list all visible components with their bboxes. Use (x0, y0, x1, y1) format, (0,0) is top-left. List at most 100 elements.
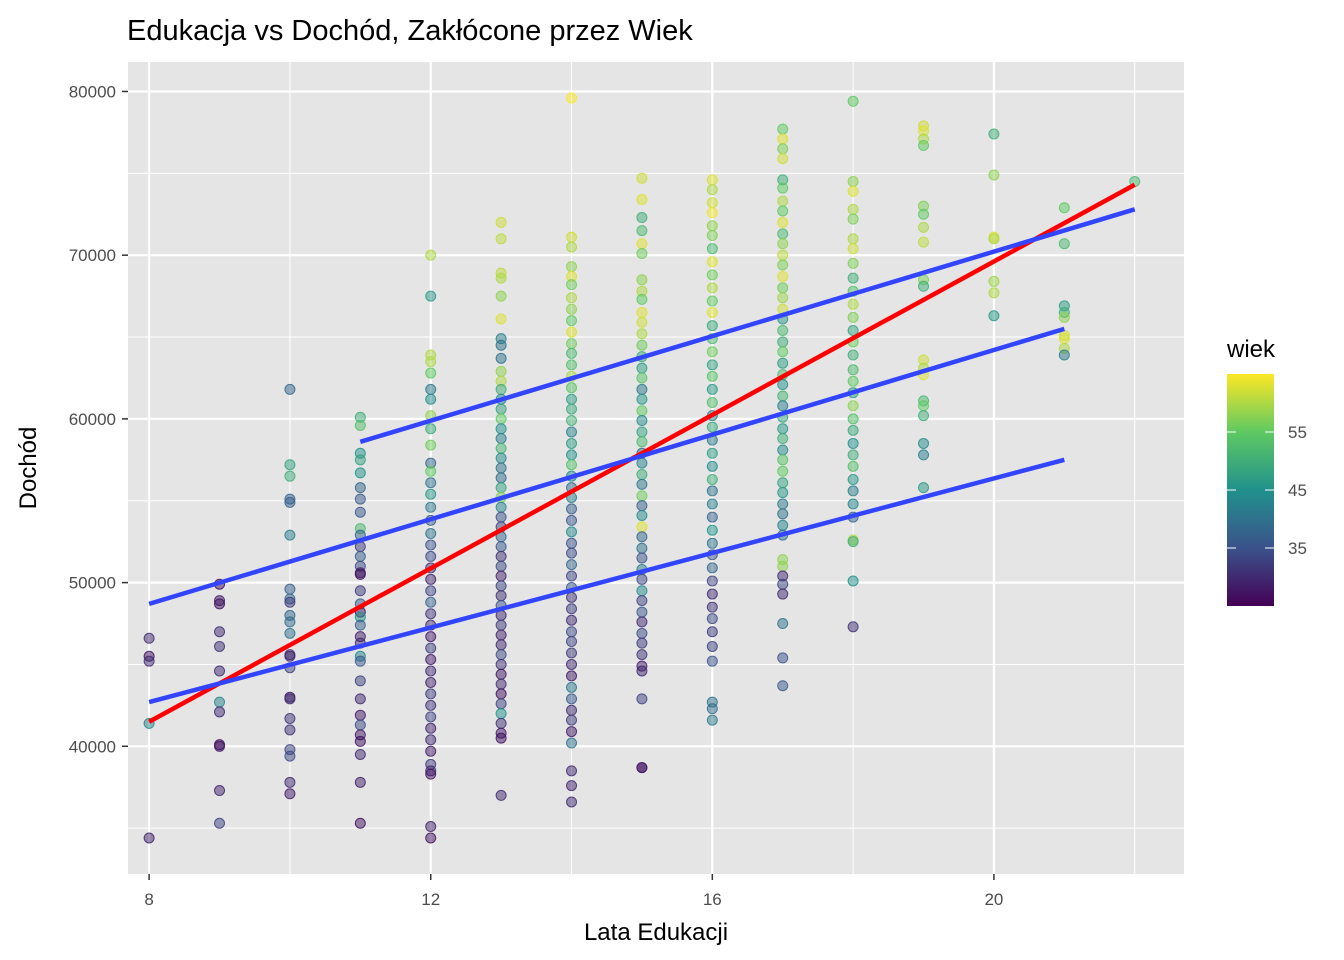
data-point (1058, 311, 1070, 323)
data-point (777, 153, 789, 165)
data-point (706, 524, 718, 536)
data-point (214, 785, 226, 797)
data-point (777, 259, 789, 271)
data-point (425, 383, 437, 395)
data-point (495, 501, 507, 513)
data-point (495, 698, 507, 710)
data-point (636, 362, 648, 374)
data-point (777, 618, 789, 630)
data-point (706, 397, 718, 409)
overall-trend-line (148, 182, 1136, 724)
data-point (495, 658, 507, 670)
data-point (706, 370, 718, 382)
data-point (777, 400, 789, 412)
data-point (918, 139, 930, 151)
data-point (847, 95, 859, 107)
data-point (284, 712, 296, 724)
data-point (566, 647, 578, 659)
data-point (143, 655, 155, 667)
colorbar-tick-label: 35 (1288, 539, 1307, 558)
data-point (425, 356, 437, 368)
data-point (495, 708, 507, 720)
data-point (566, 681, 578, 693)
data-point (636, 585, 648, 597)
colorbar-tick-label: 45 (1288, 481, 1307, 500)
data-point (566, 570, 578, 582)
data-point (354, 467, 366, 479)
data-point (354, 550, 366, 562)
data-point (425, 688, 437, 700)
data-point (214, 817, 226, 829)
y-tick-label: 60000 (69, 410, 116, 429)
y-axis-title: Dochód (15, 427, 42, 510)
data-point (284, 788, 296, 800)
data-point (495, 365, 507, 377)
data-point (988, 275, 1000, 287)
data-point (566, 437, 578, 449)
data-point (495, 550, 507, 562)
data-point (566, 603, 578, 615)
data-point (284, 496, 296, 508)
data-point (354, 482, 366, 494)
data-point (777, 508, 789, 520)
data-point (566, 704, 578, 716)
data-point (354, 776, 366, 788)
data-point (284, 693, 296, 705)
data-point (636, 469, 648, 481)
data-point (284, 650, 296, 662)
data-point (284, 724, 296, 736)
data-point (566, 670, 578, 682)
data-point (425, 745, 437, 757)
data-point (777, 444, 789, 456)
data-point (706, 498, 718, 510)
data-point (425, 665, 437, 677)
data-point (706, 703, 718, 715)
data-point (214, 740, 226, 752)
data-point (566, 393, 578, 405)
data-point (706, 243, 718, 255)
data-point (495, 541, 507, 553)
data-point (284, 459, 296, 471)
data-point (777, 423, 789, 435)
data-point (636, 426, 648, 438)
data-point (706, 346, 718, 358)
data-point (566, 526, 578, 538)
data-point (777, 182, 789, 194)
data-point (636, 383, 648, 395)
data-point (425, 734, 437, 746)
data-point (354, 735, 366, 747)
data-point (495, 560, 507, 572)
data-point (636, 194, 648, 206)
data-point (777, 123, 789, 135)
data-point (284, 529, 296, 541)
data-point (284, 470, 296, 482)
data-point (495, 789, 507, 801)
data-point (988, 169, 1000, 181)
data-point (847, 213, 859, 225)
data-point (777, 249, 789, 261)
data-point (214, 706, 226, 718)
data-point (636, 637, 648, 649)
data-point (636, 212, 648, 224)
data-point (566, 614, 578, 626)
data-point (495, 413, 507, 425)
data-point (495, 352, 507, 364)
data-point (425, 654, 437, 666)
data-point (495, 290, 507, 302)
data-point (566, 591, 578, 603)
data-point (566, 303, 578, 315)
data-point (636, 436, 648, 448)
data-point (918, 208, 930, 220)
data-point (847, 460, 859, 472)
data-point (495, 462, 507, 474)
data-point (847, 272, 859, 284)
data-point (706, 473, 718, 485)
legend: wiek 35 45 55 (1226, 336, 1307, 606)
data-point (706, 383, 718, 395)
data-point (495, 639, 507, 651)
age-group-trend-line (148, 326, 1065, 607)
data-point (566, 514, 578, 526)
data-point (777, 433, 789, 445)
data-point (284, 750, 296, 762)
